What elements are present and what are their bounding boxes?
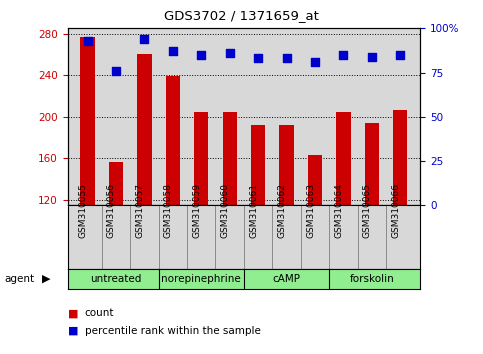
Point (340, 52, 347, 58)
Text: GSM310064: GSM310064 (334, 183, 343, 238)
Text: GSM310065: GSM310065 (363, 183, 372, 238)
Point (226, 50, 234, 56)
Text: GSM310059: GSM310059 (192, 183, 201, 238)
Text: count: count (85, 308, 114, 318)
Point (311, 59, 319, 65)
Text: ▶: ▶ (42, 274, 50, 284)
Point (198, 52, 205, 58)
Text: cAMP: cAMP (272, 274, 300, 284)
Text: forskolin: forskolin (350, 274, 394, 284)
Point (283, 56, 290, 61)
Text: ■: ■ (68, 308, 78, 318)
Text: GSM310060: GSM310060 (221, 183, 230, 238)
Text: untreated: untreated (90, 274, 142, 284)
Text: ■: ■ (68, 326, 78, 336)
Bar (308, 155, 322, 205)
Bar (109, 161, 123, 205)
Point (84, 38, 91, 44)
Bar (393, 109, 408, 205)
Bar (251, 125, 265, 205)
Text: GDS3702 / 1371659_at: GDS3702 / 1371659_at (164, 9, 319, 22)
Point (368, 54, 376, 59)
Text: GSM310055: GSM310055 (79, 183, 87, 238)
Text: percentile rank within the sample: percentile rank within the sample (85, 326, 260, 336)
Point (254, 56, 262, 61)
Bar (223, 112, 237, 205)
Point (169, 48, 177, 54)
Text: GSM310057: GSM310057 (135, 183, 144, 238)
Text: norepinephrine: norepinephrine (161, 274, 241, 284)
Text: GSM310062: GSM310062 (278, 183, 286, 238)
Text: agent: agent (5, 274, 35, 284)
Bar (166, 76, 180, 205)
Point (397, 52, 404, 58)
Point (112, 68, 120, 74)
Text: GSM310058: GSM310058 (164, 183, 173, 238)
Bar (137, 55, 152, 205)
Text: GSM310056: GSM310056 (107, 183, 116, 238)
Bar (80, 37, 95, 205)
Text: GSM310063: GSM310063 (306, 183, 315, 238)
Text: GSM310066: GSM310066 (391, 183, 400, 238)
Point (141, 36, 148, 42)
Bar (336, 112, 351, 205)
Bar (194, 112, 208, 205)
Bar (280, 125, 294, 205)
Bar (365, 123, 379, 205)
Text: GSM310061: GSM310061 (249, 183, 258, 238)
